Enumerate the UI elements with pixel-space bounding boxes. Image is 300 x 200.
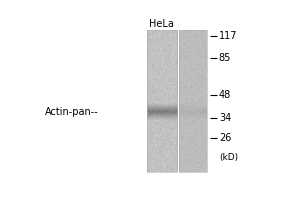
Text: (kD): (kD) xyxy=(219,153,238,162)
Text: 34: 34 xyxy=(219,113,231,123)
Text: 85: 85 xyxy=(219,53,231,63)
Bar xyxy=(147,30,177,172)
Text: 117: 117 xyxy=(219,31,237,41)
Text: 48: 48 xyxy=(219,90,231,100)
Text: 26: 26 xyxy=(219,133,231,143)
Text: Actin-pan--: Actin-pan-- xyxy=(44,107,98,117)
Text: HeLa: HeLa xyxy=(149,19,174,29)
Bar xyxy=(179,30,207,172)
